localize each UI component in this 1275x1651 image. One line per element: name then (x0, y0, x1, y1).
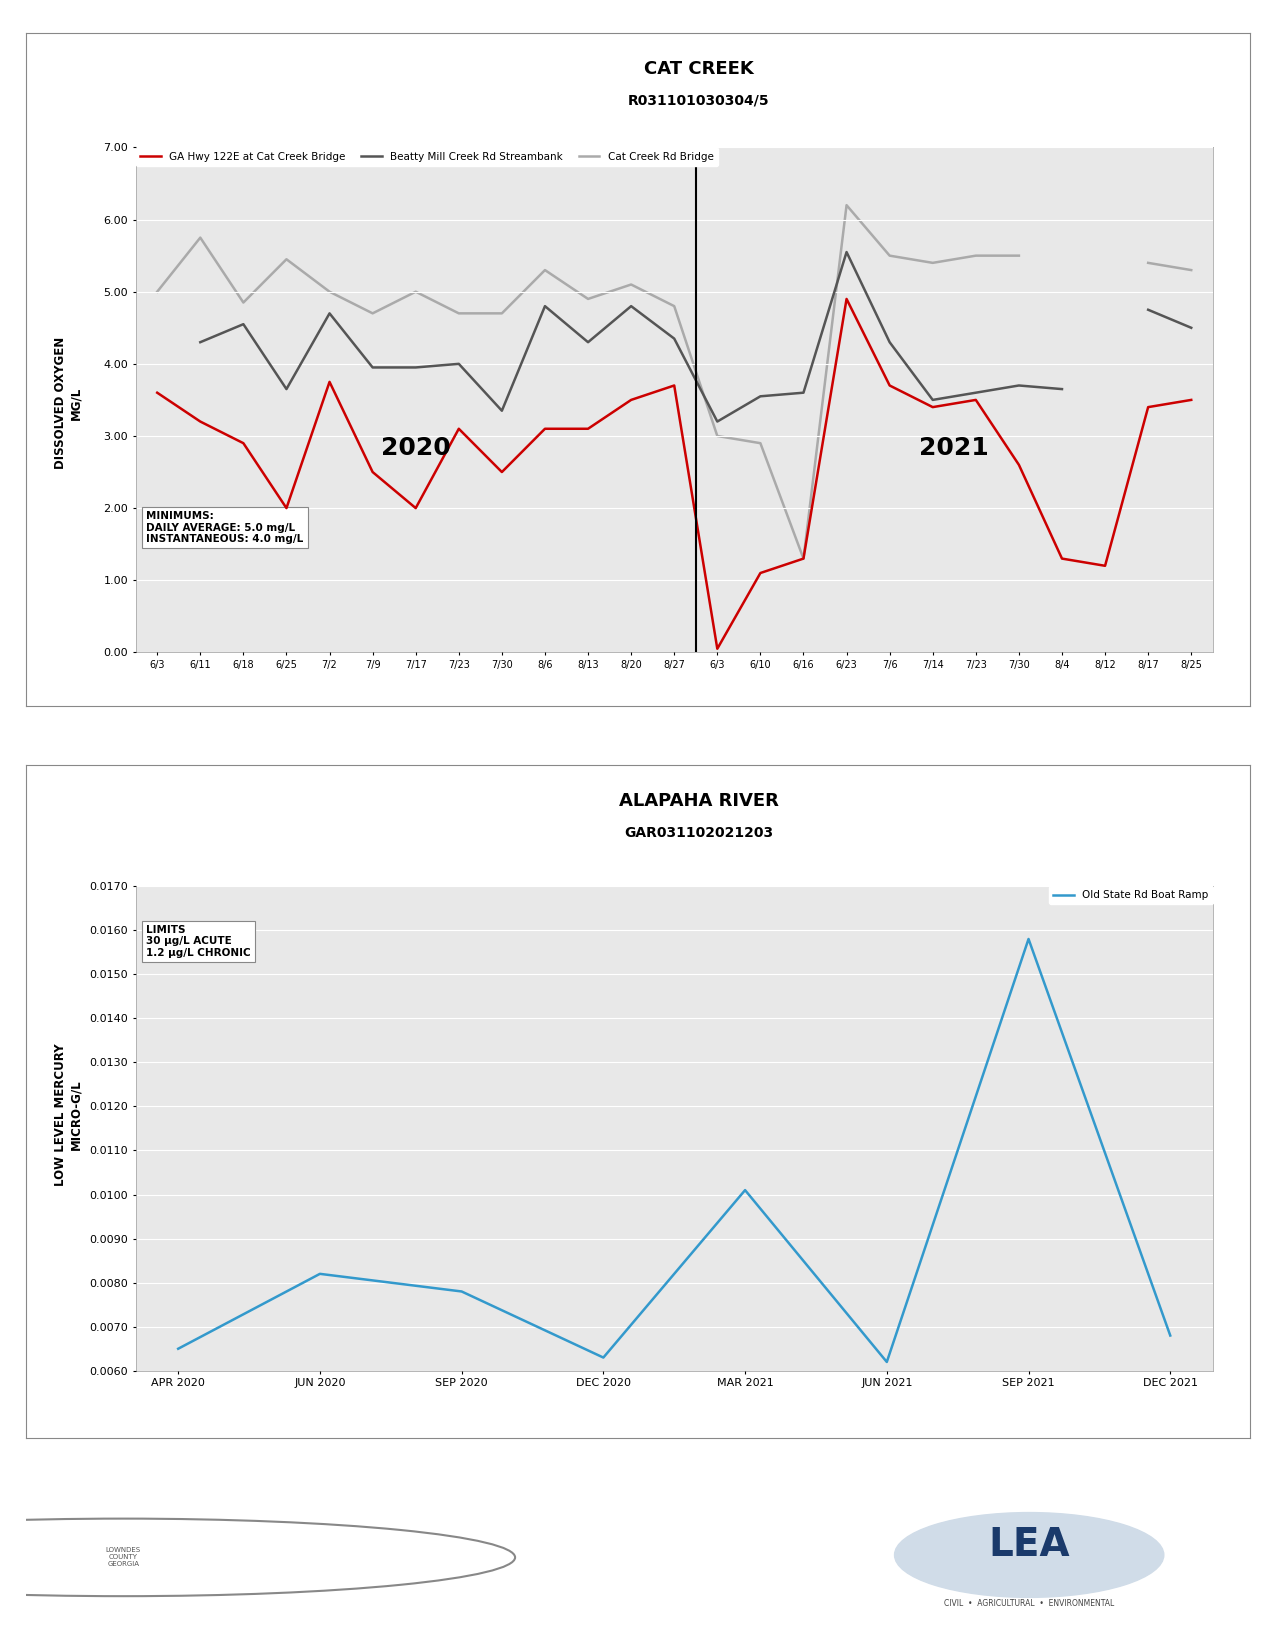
Text: LOW LEVEL MERCURY
MICRO-G/L: LOW LEVEL MERCURY MICRO-G/L (55, 1043, 83, 1187)
Text: R031101030304/5: R031101030304/5 (627, 94, 770, 107)
Text: ALAPAHA RIVER: ALAPAHA RIVER (618, 792, 779, 811)
Text: DISSOLVED OXYGEN
MG/L: DISSOLVED OXYGEN MG/L (55, 337, 83, 469)
Text: GAR031102021203: GAR031102021203 (625, 826, 773, 839)
Text: LOWNDES
COUNTY
GEORGIA: LOWNDES COUNTY GEORGIA (106, 1547, 142, 1567)
Ellipse shape (895, 1512, 1164, 1598)
Text: LEA: LEA (988, 1526, 1070, 1563)
Text: CAT CREEK: CAT CREEK (644, 59, 754, 78)
Text: CIVIL  •  AGRICULTURAL  •  ENVIRONMENTAL: CIVIL • AGRICULTURAL • ENVIRONMENTAL (944, 1598, 1114, 1608)
